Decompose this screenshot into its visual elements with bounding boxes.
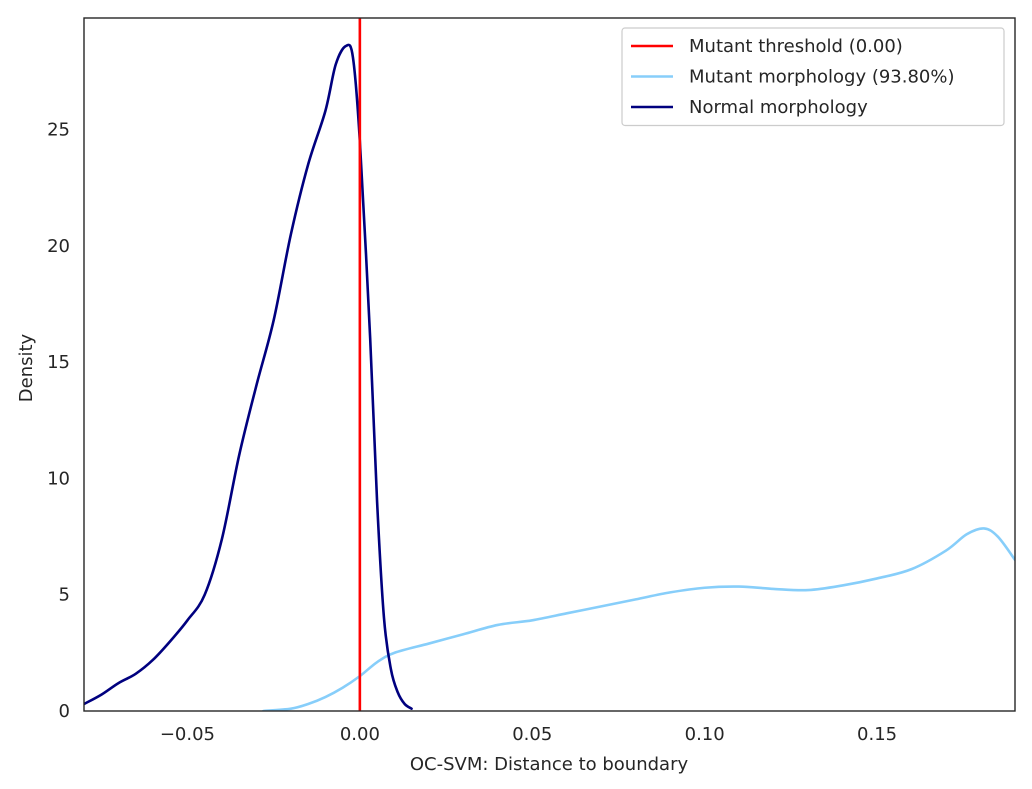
y-tick-label: 15 xyxy=(47,352,70,373)
x-axis: −0.05 0.00 0.05 0.10 0.15 xyxy=(160,724,897,745)
x-tick-label: −0.05 xyxy=(160,724,215,745)
series-line-1 xyxy=(84,43,413,710)
legend-box xyxy=(621,27,1005,127)
legend-label: Normal morphology xyxy=(689,97,868,118)
y-tick-label: 20 xyxy=(47,236,70,257)
plot-frame xyxy=(83,17,1016,712)
x-axis-title: OC-SVM: Distance to boundary xyxy=(410,754,689,775)
legend-label: Mutant morphology (93.80%) xyxy=(689,67,955,88)
y-axis-title: Density xyxy=(16,333,37,402)
plot-area xyxy=(84,18,1015,711)
y-tick-label: 5 xyxy=(59,585,70,606)
legend-label: Mutant threshold (0.00) xyxy=(689,36,903,57)
x-tick-label: 0.00 xyxy=(340,724,380,745)
series-line-0 xyxy=(262,527,1015,711)
legend: Mutant threshold (0.00) Mutant morphology… xyxy=(621,27,1005,127)
y-tick-label: 10 xyxy=(47,468,70,489)
y-tick-label: 25 xyxy=(47,120,70,141)
x-tick-label: 0.15 xyxy=(857,724,897,745)
x-tick-label: 0.10 xyxy=(685,724,725,745)
y-axis: 0 5 10 15 20 25 xyxy=(47,120,70,722)
x-tick-label: 0.05 xyxy=(512,724,552,745)
y-tick-label: 0 xyxy=(59,701,70,722)
